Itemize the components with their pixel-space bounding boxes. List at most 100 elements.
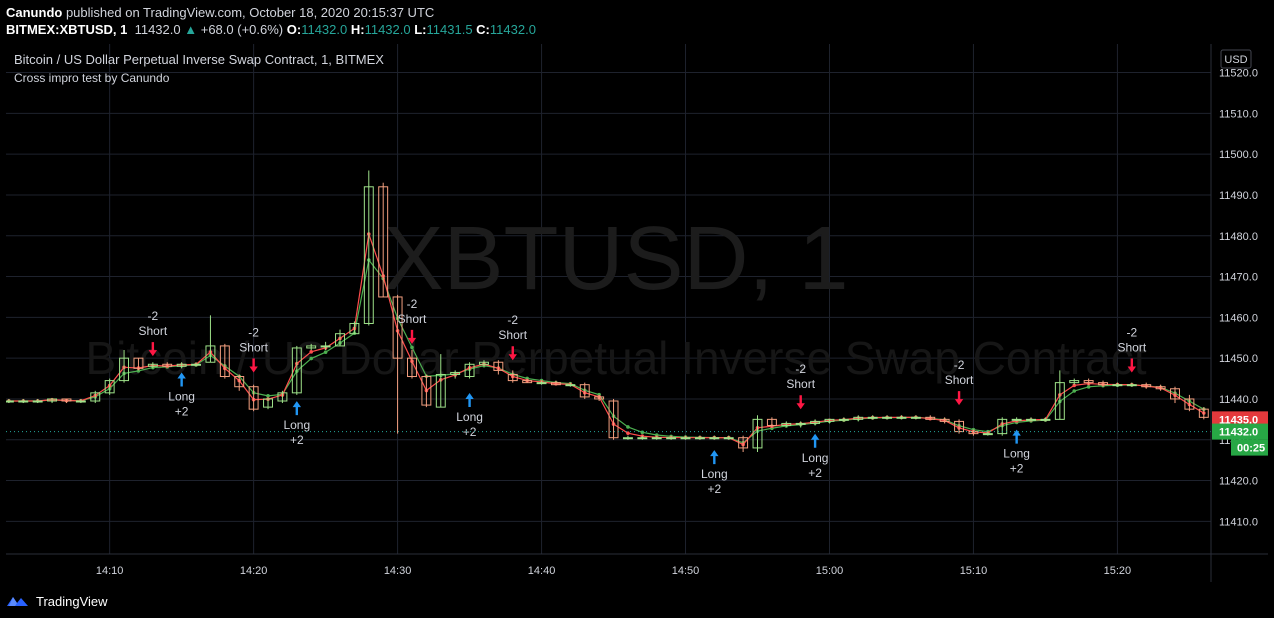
candle-body[interactable] — [104, 380, 115, 394]
candle-body[interactable] — [925, 416, 936, 420]
candle-body[interactable] — [363, 186, 374, 324]
long-arrow-icon[interactable] — [810, 433, 820, 448]
candle-body[interactable] — [277, 392, 288, 402]
long-arrow-icon[interactable] — [177, 372, 186, 387]
candle-body[interactable] — [162, 363, 173, 367]
price-chart[interactable]: XBTUSD, 1 Bitcoin / US Dollar Perpetual I… — [3, 44, 1268, 582]
candle-body[interactable] — [594, 396, 605, 400]
candle-body[interactable] — [407, 357, 417, 378]
candle-body[interactable] — [781, 422, 792, 426]
candle-body[interactable] — [450, 371, 461, 375]
candle-body[interactable] — [637, 437, 648, 440]
candle-body[interactable] — [147, 363, 158, 367]
legend-indicator[interactable]: Cross impro test by Canundo — [14, 71, 170, 85]
legend-title[interactable]: Bitcoin / US Dollar Perpetual Inverse Sw… — [14, 52, 384, 67]
candle-body[interactable] — [997, 418, 1008, 435]
long-arrow-icon[interactable] — [292, 401, 302, 416]
candle-body[interactable] — [982, 433, 993, 436]
candle-body[interactable] — [954, 420, 965, 433]
candle-body[interactable] — [622, 437, 633, 440]
candle-body[interactable] — [579, 384, 590, 398]
author-name[interactable]: Canundo — [6, 5, 63, 20]
candle-body[interactable] — [378, 186, 389, 298]
candle-body[interactable] — [709, 437, 720, 440]
candle-body[interactable] — [680, 437, 691, 440]
candle-body[interactable] — [248, 386, 259, 410]
candle-body[interactable] — [565, 384, 576, 387]
candle-body[interactable] — [910, 416, 921, 419]
candle-body[interactable] — [61, 398, 72, 402]
candle-body[interactable] — [435, 373, 446, 408]
candle-body[interactable] — [3, 400, 14, 403]
candle-body[interactable] — [1098, 382, 1108, 386]
candle-body[interactable] — [939, 418, 950, 422]
candle-body[interactable] — [1184, 398, 1195, 410]
candle-body[interactable] — [392, 296, 403, 359]
candle-body[interactable] — [810, 420, 821, 424]
candle-body[interactable] — [1198, 408, 1209, 418]
candle-body[interactable] — [191, 363, 201, 366]
candle-body[interactable] — [968, 431, 979, 435]
candle-body[interactable] — [838, 418, 849, 421]
candle-body[interactable] — [853, 416, 864, 420]
candle-body[interactable] — [507, 373, 518, 382]
chart-area[interactable]: XBTUSD, 1 Bitcoin / US Dollar Perpetual I… — [3, 44, 1268, 582]
candle-body[interactable] — [349, 322, 360, 335]
candle-body[interactable] — [1026, 418, 1037, 421]
candle-body[interactable] — [320, 345, 331, 348]
candle-body[interactable] — [536, 382, 547, 385]
short-arrow-icon[interactable] — [249, 358, 258, 373]
candle-body[interactable] — [867, 416, 878, 419]
candle-body[interactable] — [1069, 380, 1080, 384]
symbol-label[interactable]: BITMEX:XBTUSD, 1 — [6, 22, 128, 37]
candle-body[interactable] — [219, 345, 230, 378]
candle-body[interactable] — [896, 416, 907, 419]
candle-body[interactable] — [306, 345, 317, 349]
candle-body[interactable] — [18, 400, 29, 403]
candle-body[interactable] — [1040, 418, 1051, 421]
candle-body[interactable] — [1054, 382, 1065, 420]
candle-body[interactable] — [32, 400, 43, 403]
candle-body[interactable] — [522, 380, 533, 384]
short-arrow-icon[interactable] — [508, 346, 517, 361]
candle-body[interactable] — [493, 361, 504, 371]
candle-body[interactable] — [1083, 380, 1094, 384]
short-arrow-icon[interactable] — [954, 391, 964, 406]
candle-body[interactable] — [47, 398, 58, 402]
currency-badge[interactable] — [1220, 49, 1252, 69]
candle-body[interactable] — [1155, 386, 1166, 390]
candle-body[interactable] — [291, 347, 302, 394]
candle-body[interactable] — [263, 398, 273, 408]
candle-body[interactable] — [75, 400, 86, 403]
candle-body[interactable] — [1112, 384, 1123, 387]
candle-body[interactable] — [766, 418, 777, 426]
long-arrow-icon[interactable] — [1012, 429, 1021, 444]
short-arrow-icon[interactable] — [148, 342, 158, 357]
candle-body[interactable] — [1170, 388, 1180, 400]
candle-body[interactable] — [1141, 384, 1152, 388]
candle-body[interactable] — [90, 392, 101, 402]
candle-body[interactable] — [421, 376, 432, 406]
candle-body[interactable] — [176, 363, 187, 367]
candle-body[interactable] — [119, 357, 130, 382]
currency-label[interactable]: USD — [1224, 54, 1247, 66]
candle-body[interactable] — [694, 437, 705, 440]
candle-body[interactable] — [882, 416, 893, 419]
short-arrow-icon[interactable] — [407, 329, 417, 344]
candle-body[interactable] — [608, 400, 619, 439]
brand-text[interactable]: TradingView — [36, 593, 108, 609]
candle-body[interactable] — [666, 437, 677, 440]
candle-body[interactable] — [234, 376, 245, 388]
short-arrow-icon[interactable] — [796, 395, 805, 410]
candle-body[interactable] — [824, 418, 835, 422]
candle-body[interactable] — [752, 418, 763, 449]
candle-body[interactable] — [133, 357, 144, 369]
short-arrow-icon[interactable] — [1127, 358, 1137, 373]
candle-body[interactable] — [795, 422, 806, 425]
candle-body[interactable] — [738, 437, 749, 449]
candle-body[interactable] — [723, 437, 734, 440]
candle-body[interactable] — [205, 345, 216, 363]
long-arrow-icon[interactable] — [710, 450, 719, 465]
candle-body[interactable] — [464, 363, 475, 378]
candle-body[interactable] — [1126, 384, 1137, 387]
